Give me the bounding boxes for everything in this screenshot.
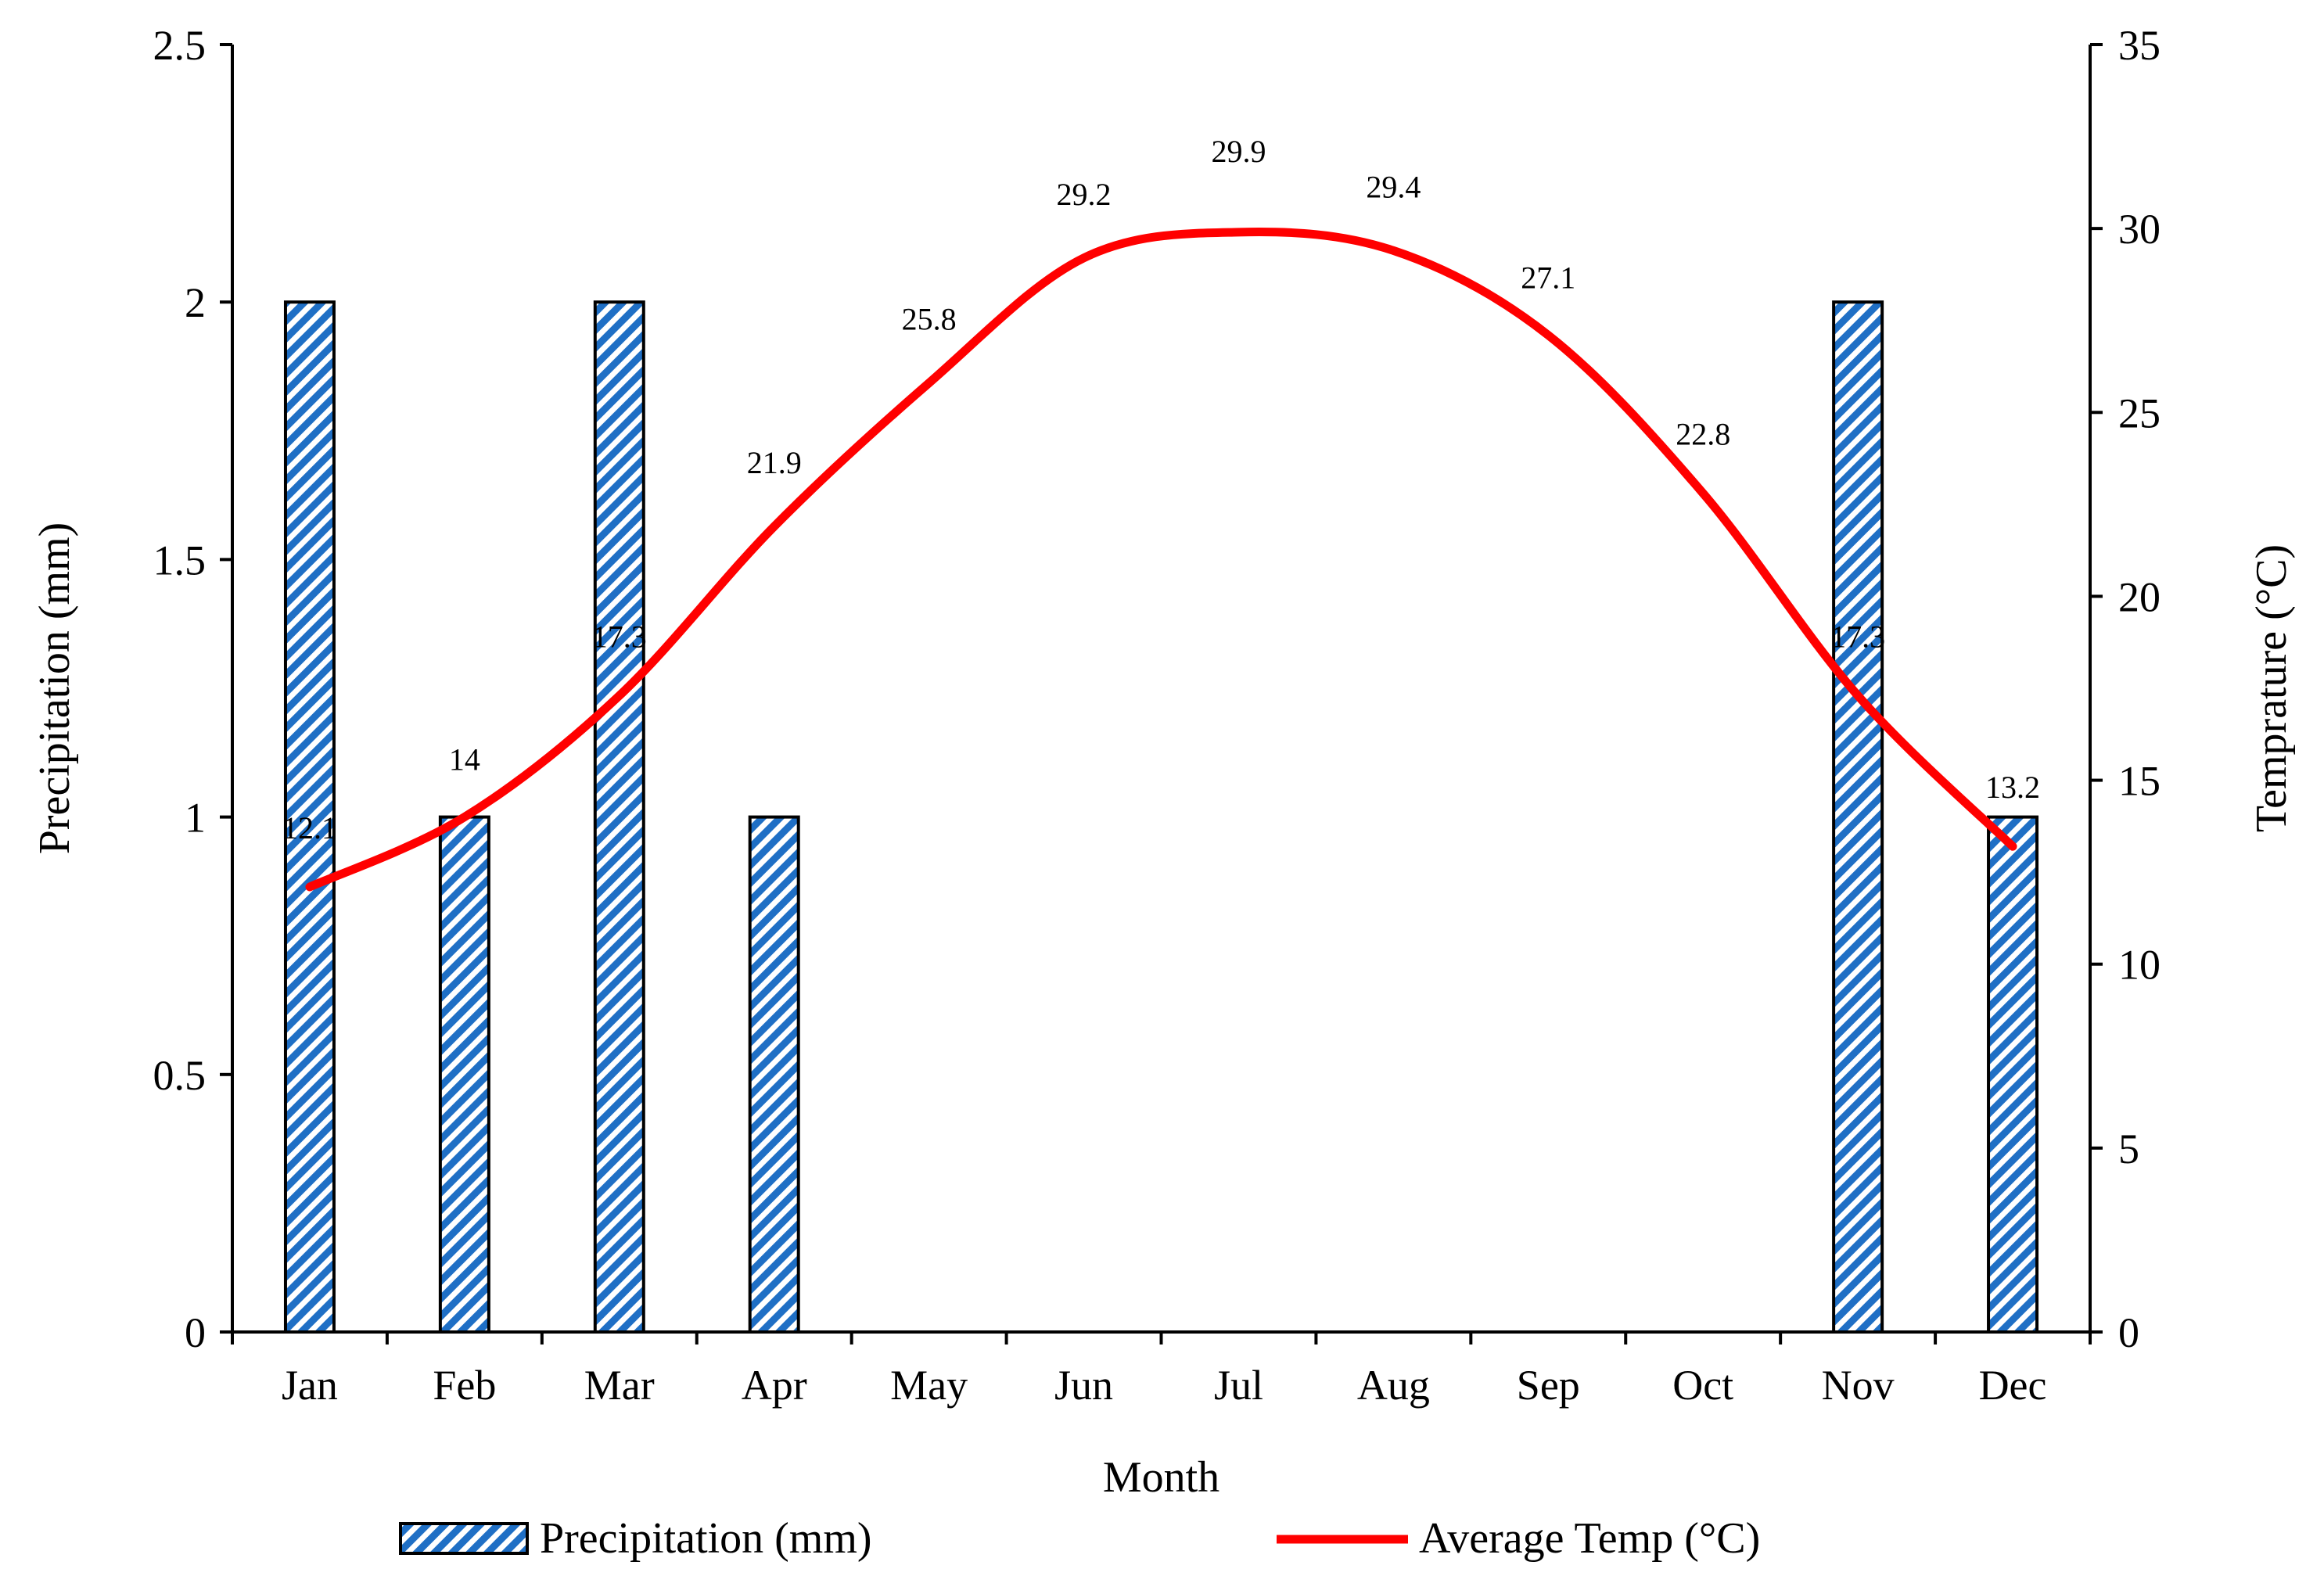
temp-label-jul: 29.9 xyxy=(1211,134,1266,169)
y-axis-title-right: Temprature (°C) xyxy=(2247,544,2296,832)
x-tick-label-apr: Apr xyxy=(742,1362,807,1409)
right-tick-label: 10 xyxy=(2118,942,2161,989)
legend-label-temp: Average Temp (°C) xyxy=(1419,1514,1760,1563)
line-layer xyxy=(305,228,2017,892)
right-tick-label: 35 xyxy=(2118,22,2161,69)
right-tick-label: 0 xyxy=(2118,1309,2139,1356)
temp-label-jan: 12.1 xyxy=(282,810,337,845)
temp-label-aug: 29.4 xyxy=(1366,169,1421,204)
x-tick-label-jun: Jun xyxy=(1054,1362,1113,1409)
temp-label-apr: 21.9 xyxy=(747,445,802,480)
temp-label-sep: 27.1 xyxy=(1521,260,1575,296)
labels-layer: 12.1 14 17.3 21.9 25.8 29.2 29.9 29.4 27.1 22.8 17… xyxy=(282,134,2040,845)
temp-label-nov: 17.3 xyxy=(1830,619,1885,654)
x-tick-label-jan: Jan xyxy=(282,1362,338,1409)
bars-layer xyxy=(283,300,2039,1334)
precip-bar-dec xyxy=(1987,815,2039,1334)
axes-layer: 0 0.5 1 1.5 2 2.5 0 5 10 15 20 25 30 35 Jan Feb Mar Apr Ma… xyxy=(31,22,2296,1502)
precip-bar-jan xyxy=(283,300,336,1334)
temp-label-feb: 14 xyxy=(449,742,480,777)
left-tick-label: 0 xyxy=(185,1309,206,1356)
precip-bar-feb xyxy=(438,815,490,1334)
y-axis-title-left: Precipitation (mm) xyxy=(31,522,79,855)
right-tick-label: 30 xyxy=(2118,206,2161,253)
precip-bar-nov xyxy=(1832,300,1884,1334)
left-tick-label: 1.5 xyxy=(153,537,207,583)
left-tick-label: 2.5 xyxy=(153,22,207,69)
right-tick-label: 20 xyxy=(2118,573,2161,620)
left-tick-label: 0.5 xyxy=(153,1052,207,1099)
temp-label-oct: 22.8 xyxy=(1676,417,1730,452)
right-tick-label: 25 xyxy=(2118,390,2161,436)
x-tick-label-dec: Dec xyxy=(1979,1362,2047,1409)
x-tick-label-jul: Jul xyxy=(1214,1362,1263,1409)
x-tick-label-nov: Nov xyxy=(1822,1362,1895,1409)
legend: Precipitation (mm) Average Temp (°C) xyxy=(399,1514,1760,1563)
left-tick-label: 2 xyxy=(185,279,206,326)
precip-bar-mar xyxy=(593,300,645,1334)
x-tick-label-oct: Oct xyxy=(1672,1362,1733,1409)
precip-bar-apr xyxy=(748,815,800,1334)
temp-label-dec: 13.2 xyxy=(1985,770,2040,805)
temp-label-jun: 29.2 xyxy=(1057,177,1112,212)
legend-swatch-precipitation xyxy=(399,1522,529,1555)
x-tick-label-sep: Sep xyxy=(1517,1362,1580,1409)
temp-label-mar: 17.3 xyxy=(592,619,647,654)
x-tick-label-aug: Aug xyxy=(1357,1362,1430,1409)
x-tick-label-may: May xyxy=(890,1362,968,1409)
x-tick-label-feb: Feb xyxy=(433,1362,496,1409)
right-tick-label: 15 xyxy=(2118,758,2161,805)
x-axis-title: Month xyxy=(1103,1453,1219,1502)
temp-line xyxy=(305,228,2017,892)
temp-label-may: 25.8 xyxy=(902,302,957,337)
x-tick-label-mar: Mar xyxy=(584,1362,655,1409)
left-tick-label: 1 xyxy=(185,795,206,842)
right-tick-label: 5 xyxy=(2118,1125,2139,1172)
legend-label-precipitation: Precipitation (mm) xyxy=(540,1514,872,1563)
